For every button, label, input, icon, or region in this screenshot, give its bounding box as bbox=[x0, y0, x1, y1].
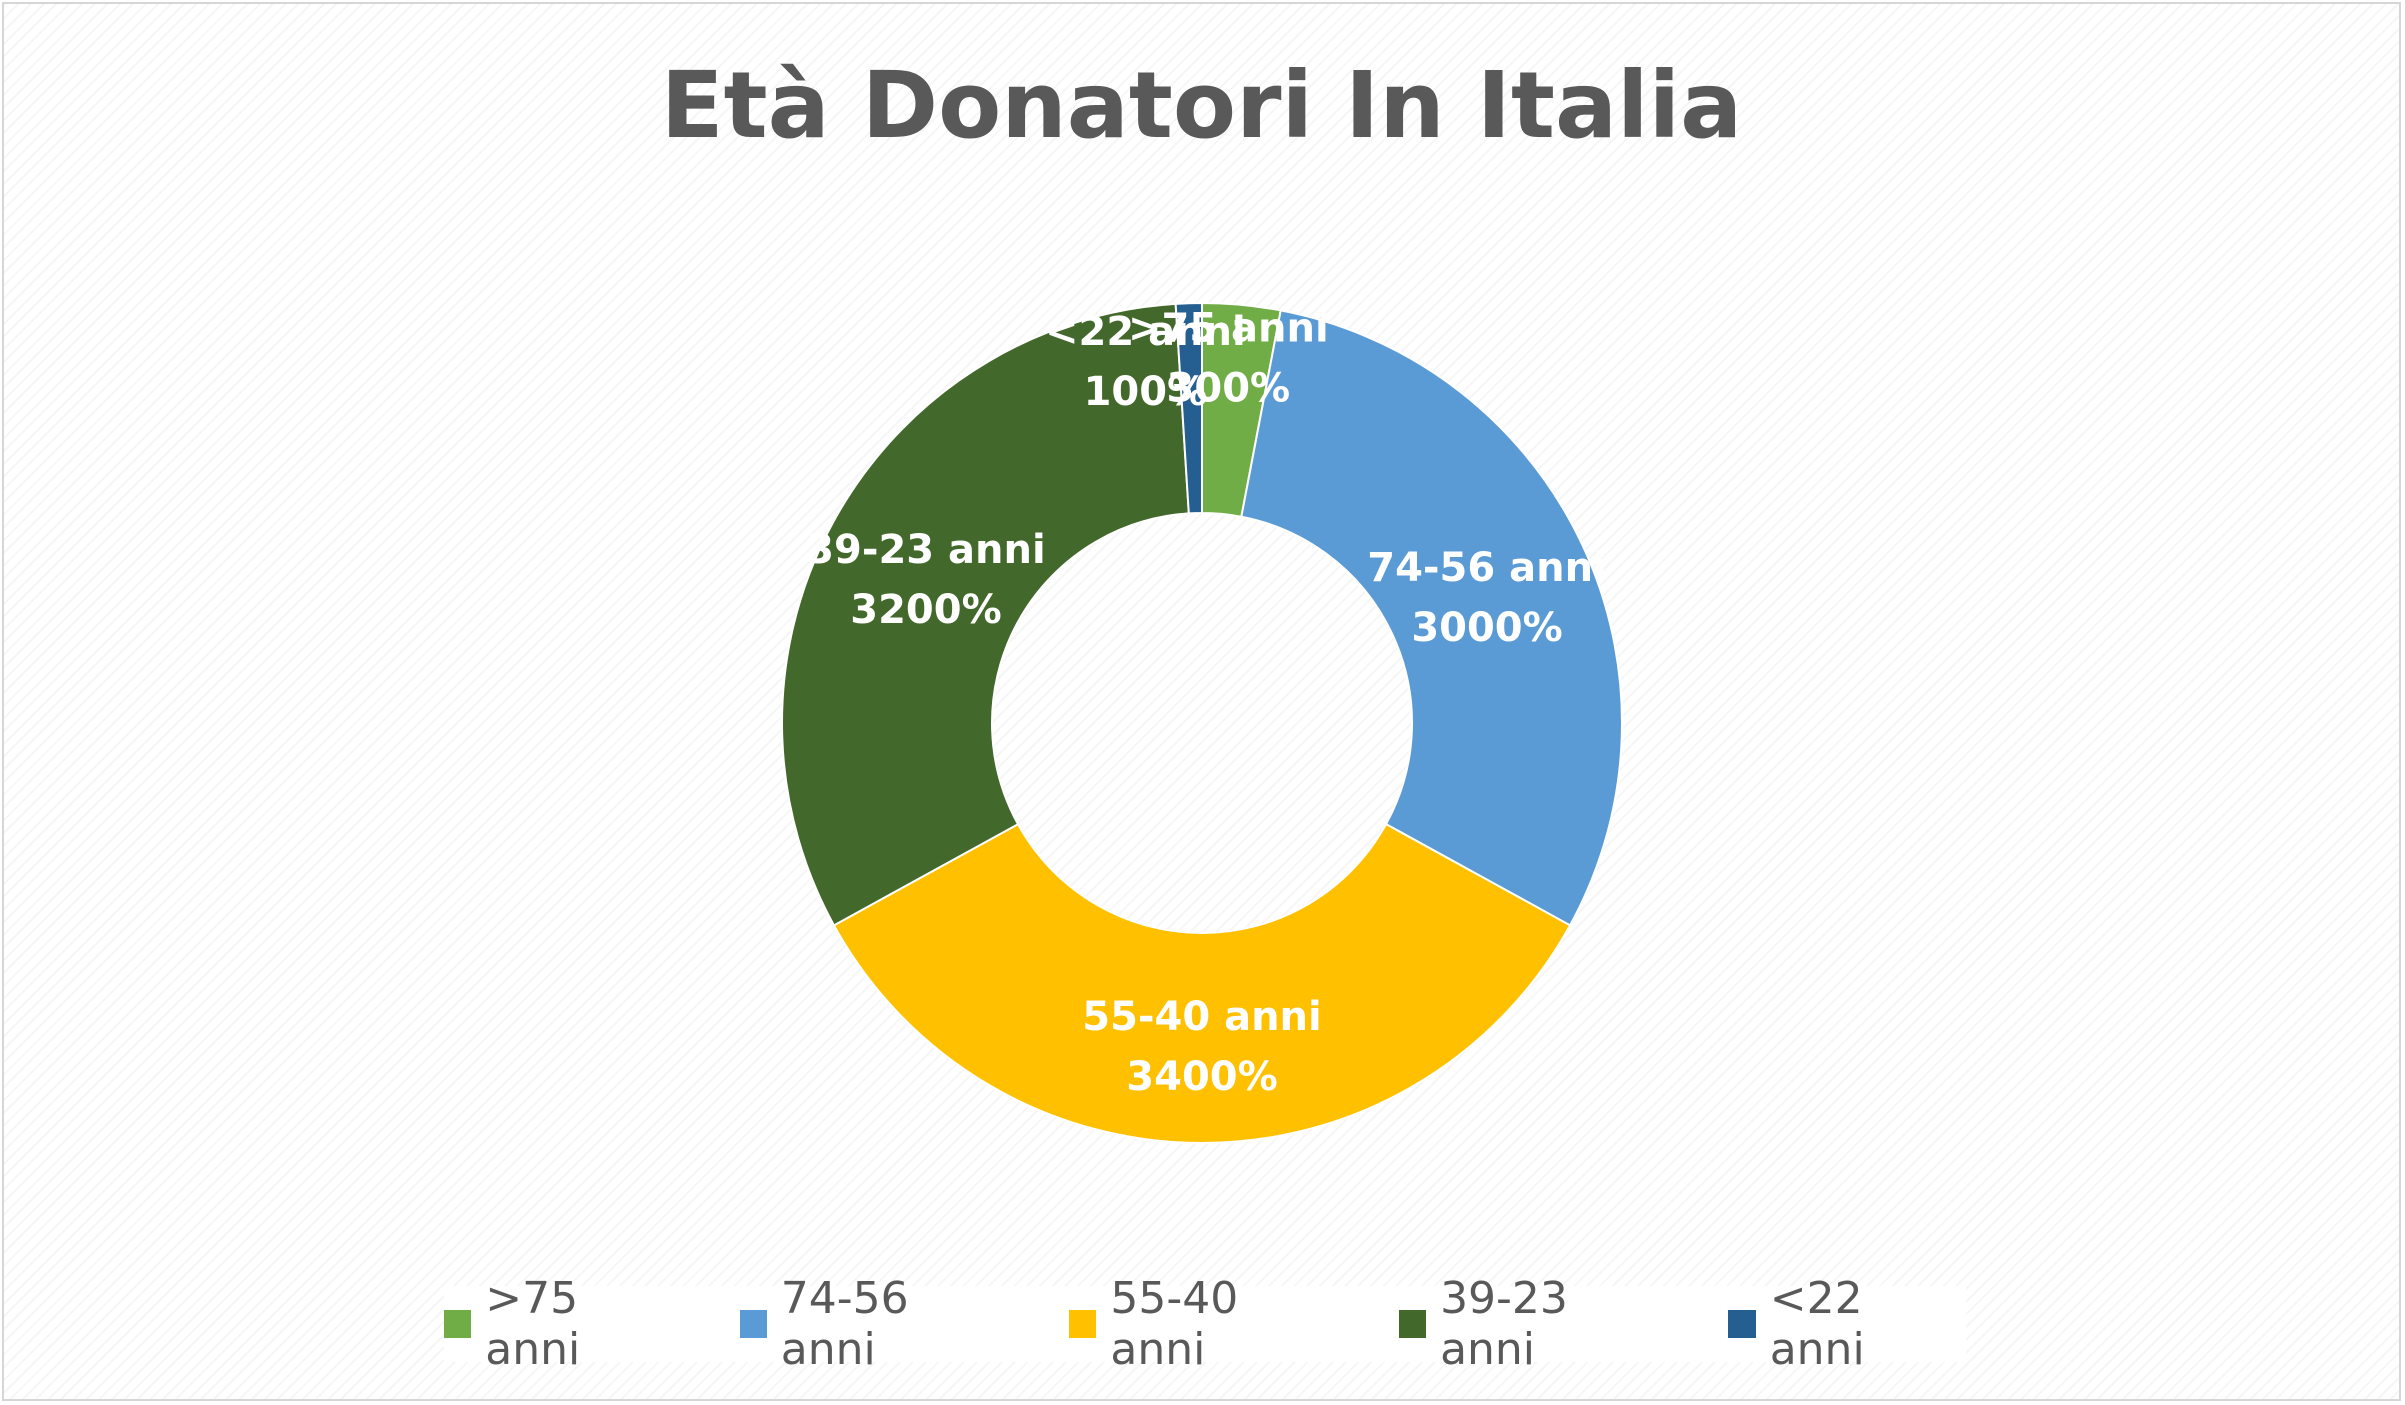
legend-item: 55-40 anni bbox=[1069, 1273, 1341, 1375]
legend-swatch bbox=[1398, 1310, 1427, 1338]
slice-label-value: 100% bbox=[1084, 369, 1208, 415]
donut-slice-3 bbox=[832, 822, 1572, 1144]
legend-swatch bbox=[444, 1310, 472, 1338]
slice-label-category: 55-40 anni bbox=[1082, 994, 1322, 1040]
legend-swatch bbox=[1069, 1310, 1097, 1338]
slice-label-value: 3000% bbox=[1411, 605, 1562, 651]
legend-label: 39-23 anni bbox=[1440, 1273, 1568, 1375]
donut-slice-2 bbox=[1240, 309, 1623, 927]
slice-label-1: >75 anni 300% bbox=[1128, 306, 1329, 412]
slice-label-2: 74-56 anni 3000% bbox=[1367, 545, 1607, 651]
legend-item: 74-56 anni bbox=[739, 1273, 1012, 1375]
legend-label: >75 anni bbox=[485, 1273, 581, 1375]
slice-label-value: 3400% bbox=[1126, 1054, 1277, 1100]
donut-slice-5 bbox=[1174, 301, 1203, 515]
legend-label: 55-40 anni bbox=[1110, 1273, 1239, 1375]
slice-label-category: <22 anni bbox=[1045, 309, 1246, 355]
slice-label-category: 74-56 anni bbox=[1367, 545, 1607, 591]
chart-title: Età Donatori In Italia bbox=[660, 52, 1743, 159]
legend-label: 74-56 anni bbox=[780, 1273, 909, 1375]
donut-chart: >75 anni 300% 74-56 anni 3000% 55-40 anni 340… bbox=[781, 301, 1623, 1144]
slice-label-3: 55-40 anni 3400% bbox=[1082, 994, 1322, 1100]
legend-label: <22 anni bbox=[1769, 1273, 1865, 1375]
slice-label-value: 3200% bbox=[850, 587, 1001, 633]
slice-label-category: 39-23 anni bbox=[806, 527, 1046, 573]
slice-label-4: 39-23 anni 3200% bbox=[806, 527, 1046, 633]
slice-label-value: 300% bbox=[1167, 366, 1291, 412]
donut-slice-4 bbox=[781, 302, 1190, 927]
legend-item: 39-23 anni bbox=[1398, 1273, 1671, 1375]
legend-swatch bbox=[739, 1310, 767, 1338]
chart-legend: >75 anni 74-56 anni 55-40 anni 39-23 anni <2… bbox=[444, 1273, 1966, 1375]
slice-label-category: >75 anni bbox=[1128, 306, 1329, 352]
legend-swatch bbox=[1728, 1310, 1756, 1338]
slice-label-5: <22 anni 100% bbox=[1045, 309, 1246, 415]
legend-item: <22 anni bbox=[1728, 1273, 1966, 1375]
legend-item: >75 anni bbox=[444, 1273, 682, 1375]
